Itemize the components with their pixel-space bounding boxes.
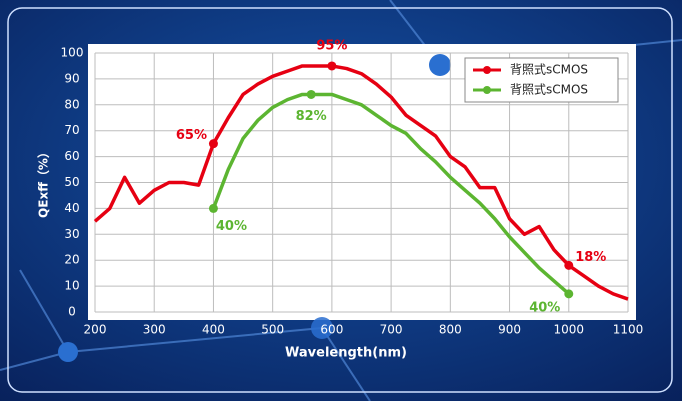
y-tick-label: 10 bbox=[64, 279, 79, 293]
legend: 背照式sCMOS 背照式sCMOS bbox=[464, 57, 619, 103]
x-tick-label: 700 bbox=[380, 323, 403, 337]
y-tick-label: 90 bbox=[64, 71, 79, 85]
y-tick-label: 70 bbox=[64, 123, 79, 137]
annotation-label: 40% bbox=[529, 300, 560, 315]
y-tick-label: 80 bbox=[64, 97, 79, 111]
annotation-point bbox=[564, 260, 574, 270]
y-tick-label: 0 bbox=[68, 305, 76, 319]
x-tick-label: 200 bbox=[84, 323, 107, 337]
decoration bbox=[58, 342, 78, 362]
annotation-label: 40% bbox=[216, 219, 247, 234]
x-tick-label: 600 bbox=[320, 323, 343, 337]
y-tick-label: 20 bbox=[64, 253, 79, 267]
annotation-point bbox=[208, 203, 218, 213]
x-tick-label: 1000 bbox=[554, 323, 585, 337]
legend-marker bbox=[483, 86, 491, 94]
y-tick-label: 60 bbox=[64, 149, 79, 163]
annotation-label: 82% bbox=[296, 109, 327, 124]
annotation-point bbox=[564, 289, 574, 299]
x-tick-label: 300 bbox=[143, 323, 166, 337]
x-tick-label: 1100 bbox=[613, 323, 644, 337]
decoration bbox=[311, 317, 333, 339]
y-axis-label: QExff（%） bbox=[36, 146, 51, 218]
annotation-label: 18% bbox=[575, 250, 606, 265]
series-line bbox=[211, 92, 570, 296]
annotation-point bbox=[306, 89, 316, 99]
y-tick-label: 40 bbox=[64, 201, 79, 215]
annotation-point bbox=[208, 139, 218, 149]
series-line bbox=[93, 64, 629, 301]
legend-box bbox=[464, 57, 619, 103]
legend-label: 背照式sCMOS bbox=[510, 63, 588, 77]
y-tick-label: 100 bbox=[61, 46, 84, 60]
panel-border bbox=[7, 7, 673, 393]
decoration bbox=[429, 54, 451, 76]
y-tick-label: 30 bbox=[64, 227, 79, 241]
x-tick-label: 900 bbox=[498, 323, 521, 337]
legend-label: 背照式sCMOS bbox=[510, 83, 588, 97]
annotation-point bbox=[327, 61, 337, 71]
y-tick-label: 50 bbox=[64, 175, 79, 189]
x-tick-label: 400 bbox=[202, 323, 225, 337]
annotation-label: 95% bbox=[316, 38, 347, 53]
x-axis-label: Wavelength(nm) bbox=[285, 346, 407, 361]
x-tick-label: 500 bbox=[261, 323, 284, 337]
legend-marker bbox=[483, 66, 491, 74]
x-tick-label: 800 bbox=[439, 323, 462, 337]
annotation-label: 65% bbox=[176, 128, 207, 143]
